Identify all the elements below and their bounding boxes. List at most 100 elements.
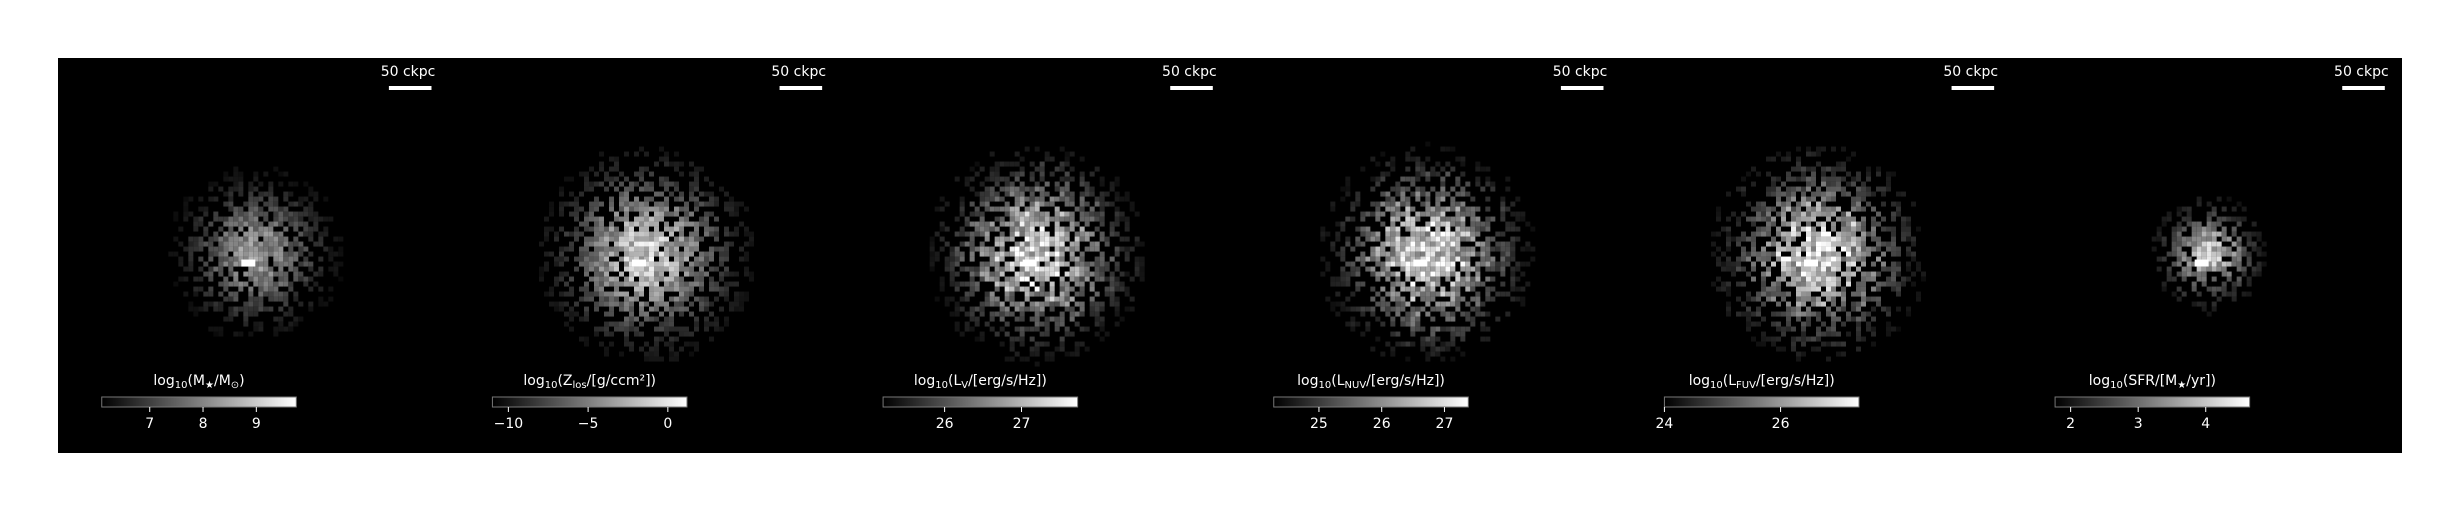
pixel [1400,236,1406,242]
pixel [1886,246,1891,252]
pixel [303,206,309,212]
pixel [273,251,279,257]
pixel [288,181,294,187]
pixel [664,316,669,322]
pixel [1475,306,1481,312]
pixel [1430,241,1436,247]
pixel [1435,191,1441,197]
pixel [1500,231,1506,237]
pixel [233,331,239,337]
pixel [248,246,254,252]
pixel [263,281,269,287]
pixel [609,306,614,312]
pixel [1014,241,1020,247]
pixel [654,326,659,332]
pixel [223,296,229,302]
pixel [1826,266,1831,272]
pixel [1821,166,1826,172]
pixel [579,231,584,237]
pixel [1109,201,1115,207]
pixel [1074,351,1080,357]
pixel [1390,216,1396,222]
pixel [1405,151,1411,157]
pixel [1445,236,1451,242]
pixel [1876,241,1881,247]
pixel [1460,331,1466,337]
pixel [714,246,719,252]
pixel [1385,226,1391,232]
pixel [1405,176,1411,182]
pixel [1515,296,1521,302]
pixel [1766,221,1771,227]
pixel [594,256,599,262]
pixel [1019,231,1025,237]
pixel [1069,316,1075,322]
pixel [1490,186,1496,192]
pixel [1445,316,1451,322]
pixel [1009,191,1015,197]
pixel [1465,246,1471,252]
pixel [183,196,189,202]
pixel [664,156,669,162]
pixel [263,241,269,247]
pixel [1024,221,1030,227]
pixel [564,281,569,287]
pixel [1500,201,1506,207]
pixel [944,301,950,307]
pixel [694,201,699,207]
pixel [2226,246,2232,252]
pixel [2161,236,2167,242]
pixel [1019,226,1025,232]
pixel [1811,216,1816,222]
pixel [1390,306,1396,312]
pixel [253,276,259,282]
pixel [559,186,564,192]
pixel [1009,171,1015,177]
pixel [2151,236,2157,242]
pixel [999,161,1005,167]
pixel [959,251,965,257]
pixel [1039,191,1045,197]
pixel [1034,301,1040,307]
pixel [1786,236,1791,242]
pixel [1380,321,1386,327]
pixel [729,231,734,237]
pixel [1099,251,1105,257]
pixel [2156,231,2162,237]
pixel [1044,271,1050,277]
pixel [298,316,304,322]
pixel [1064,306,1070,312]
pixel [989,151,995,157]
pixel [1325,261,1331,267]
pixel [313,191,319,197]
pixel [689,281,694,287]
pixel [1746,291,1751,297]
pixel [1510,256,1516,262]
pixel [659,291,664,297]
pixel [2221,271,2227,277]
pixel [253,236,259,242]
pixel [1801,176,1806,182]
pixel [223,286,229,292]
pixel [694,271,699,277]
pixel [243,301,249,307]
pixel [318,241,324,247]
pixel [1781,296,1786,302]
pixel [634,236,639,242]
pixel [1440,341,1446,347]
pixel [684,341,689,347]
pixel [198,306,204,312]
pixel [644,196,649,202]
pixel [1405,251,1411,257]
pixel [268,246,274,252]
pixel [599,251,604,257]
pixel [1009,206,1015,212]
pixel [1525,246,1531,252]
pixel [1004,181,1010,187]
pixel [1440,266,1446,272]
pixel [1485,276,1491,282]
pixel [1781,261,1786,267]
pixel [2221,236,2227,242]
pixel [679,266,684,272]
pixel [1380,306,1386,312]
